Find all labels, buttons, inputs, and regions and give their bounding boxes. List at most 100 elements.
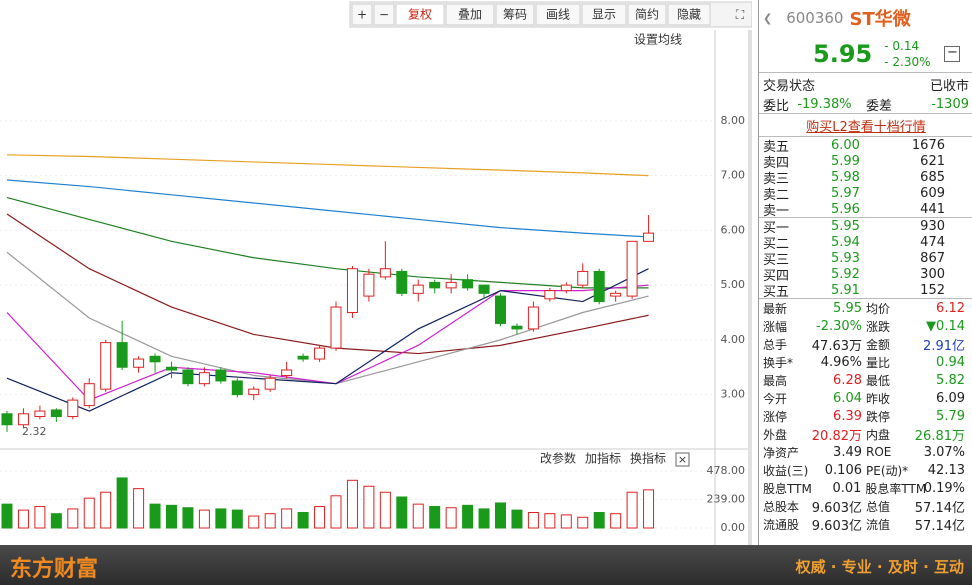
volume-bar [363,485,375,529]
stat-value: 0.106 [824,462,862,478]
ma-line [6,179,649,238]
stat-label: 量比 [866,355,891,370]
y-tick-label: 5.00 [721,278,746,291]
volume-bar [297,511,309,529]
stat-row: 涨幅 -2.30% 涨跌 ▼0.14 [759,317,972,335]
toolbar-button[interactable] [351,3,373,26]
collapse[interactable]: − [944,46,961,62]
volume-bar [560,514,572,529]
toolbar-button[interactable] [667,3,711,26]
stat-label: 涨停 [763,409,788,424]
volume-bar [17,509,29,529]
stat-row: 最高 6.28 最低 5.82 [759,371,972,389]
l2-link[interactable]: 购买L2查看十档行情 [806,119,926,135]
toolbar-button[interactable] [627,3,667,26]
stat-value: 6.04 [833,390,862,406]
status-row: 交易状态 已收市 [759,72,972,95]
stat-label: 收益(三) [763,463,809,478]
book-volume: 441 [920,201,945,217]
chart: + − 复权 叠加 筹码 画线 显示 简约 隐藏 ⛶ 设置均线 8.00 7.00 6.00 5.00 4.0… [0,1,752,545]
stat-label: 流值 [866,517,891,532]
toolbar-button[interactable] [535,3,581,26]
y-tick-label: 3.00 [721,388,746,401]
stat-row: 涨停 6.39 跌停 5.79 [759,407,972,425]
volume-bar [264,513,276,529]
book-row: 买五 5.91 152 [759,282,972,300]
volume-bar [34,506,46,529]
book-row: 卖一 5.96 441 [759,201,972,219]
stat-value: 6.28 [833,372,862,388]
stat-value: 5.82 [936,372,965,388]
stat-value: 9.603亿 [811,500,862,516]
book-volume: 152 [920,282,945,298]
candle-body [215,369,227,382]
candle-body [495,295,506,324]
candle-body [133,358,145,368]
v-tick-label: 478.00 [707,464,746,477]
volume-bar [100,491,112,529]
stat-label: 内盘 [866,427,891,442]
stat-label: 总股本 [763,499,800,514]
stat-value: 20.82万 [811,428,862,444]
volume-bar [527,511,539,529]
candle-body [198,372,210,385]
stat-value: 0.94 [936,354,965,370]
book-label: 买四 [763,268,790,284]
book-price: 6.00 [831,137,860,153]
volume-bar [314,506,326,529]
toolbar-button[interactable] [445,3,495,26]
candle-body [149,355,161,363]
y-tick-label: 4.00 [721,333,746,346]
price-box: 5.95 - 0.14 - 2.30% − [759,36,972,72]
volume-bar [1,503,13,529]
toolbar-button[interactable] [395,3,445,26]
stat-row: 今开 6.04 昨收 6.09 [759,389,972,407]
stat-label: 换手* [763,355,794,370]
stat-value: ▼0.14 [926,318,965,334]
volume-bar [231,509,243,529]
logo: 东方财富 [10,557,99,582]
toolbar-label: 隐藏 [677,8,701,22]
indicator-button[interactable]: 加指标 [585,451,621,466]
stat-label: 总值 [866,499,891,514]
book-row: 买三 5.93 867 [759,250,972,268]
candle-body [116,342,128,368]
toolbar-label: 筹码 [503,8,527,22]
name: ST华微 [849,9,911,30]
stat-row: 流通股 9.603亿 流值 57.14亿 [759,515,972,534]
y-tick-label: 6.00 [721,223,746,236]
stat-row: 最新 5.95 均价 6.12 [759,299,972,317]
toolbar-button[interactable] [373,3,395,26]
toolbar-button[interactable] [495,3,535,26]
volume-bar [215,508,227,529]
volume-bar [67,508,79,529]
candle-body [17,413,29,426]
book-price: 5.92 [831,266,860,282]
volume-bar [478,508,490,529]
candle-body [610,292,622,297]
indicator-button[interactable]: 改参数 [540,451,576,466]
candle-body [478,284,490,294]
volume-bar [412,503,424,529]
stat-value: 0.19% [923,480,965,496]
toolbar-button[interactable] [581,3,627,26]
ma-setting[interactable]: 设置均线 [634,33,682,47]
book-label: 买五 [763,284,790,300]
stat-label: 外盘 [763,427,788,442]
order-book: 卖五 6.00 1676 卖四 5.99 621 卖三 5.98 685 卖二 5.97 609 卖一 5… [759,136,972,300]
close-box[interactable] [675,452,690,467]
stat-value: 26.81万 [914,428,965,444]
indicator-button[interactable]: 换指标 [630,451,666,466]
volume-bar [182,507,194,529]
arrow[interactable]: ❮ [763,11,773,25]
book-label: 卖二 [763,187,790,203]
stat-value: 42.13 [927,462,965,478]
stat-row: 收益(三) 0.106 PE(动)* 42.13 [759,461,972,479]
stat-value: -2.30% [816,318,862,334]
stat-label: 最高 [763,373,788,388]
candle-body [577,270,589,286]
book-price: 5.93 [831,250,860,266]
candle-body [1,413,13,426]
y-tick-label: 7.00 [721,169,746,182]
